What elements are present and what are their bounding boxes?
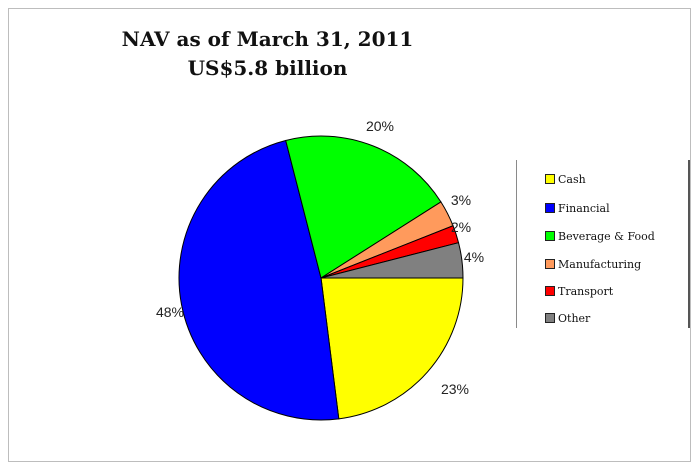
chart-legend: Cash Financial Beverage & Food Manufacturin… — [516, 160, 690, 328]
chart-subtitle: US$5.8 billion — [187, 56, 348, 80]
legend-label-financial: Financial — [558, 201, 610, 215]
legend-label-cash: Cash — [558, 172, 586, 186]
pie-slices — [178, 135, 464, 421]
legend-label-transport: Transport — [558, 284, 614, 298]
legend-swatch-financial — [545, 203, 555, 213]
pie-slice-financial — [178, 139, 340, 421]
legend-label-manufacturing: Manufacturing — [558, 257, 642, 271]
data-label-transport: 2% — [451, 219, 471, 235]
pie-slice-other — [320, 242, 464, 279]
data-label-beverage-food: 20% — [366, 118, 394, 134]
chart-title: NAV as of March 31, 2011 — [121, 27, 414, 51]
data-label-other: 4% — [464, 249, 484, 265]
pie-slice-beverage-food — [285, 135, 442, 279]
data-label-cash: 23% — [441, 381, 469, 397]
legend-item-transport: Transport — [545, 283, 613, 299]
legend-swatch-other — [545, 313, 555, 323]
legend-swatch-cash — [545, 174, 555, 184]
legend-swatch-beverage-food — [545, 231, 555, 241]
legend-item-financial: Financial — [545, 200, 610, 216]
legend-label-beverage-food: Beverage & Food — [558, 229, 655, 243]
legend-item-other: Other — [545, 310, 590, 326]
data-label-manufacturing: 3% — [451, 192, 471, 208]
pie-labels: 23% 48% 20% 3% 2% 4% — [156, 118, 484, 397]
legend-item-beverage-food: Beverage & Food — [545, 228, 655, 244]
legend-label-other: Other — [558, 311, 591, 325]
legend-item-cash: Cash — [545, 171, 586, 187]
legend-swatch-transport — [545, 286, 555, 296]
legend-item-manufacturing: Manufacturing — [545, 256, 641, 272]
legend-swatch-manufacturing — [545, 259, 555, 269]
pie-slice-cash — [320, 277, 464, 420]
data-label-financial: 48% — [156, 304, 184, 320]
